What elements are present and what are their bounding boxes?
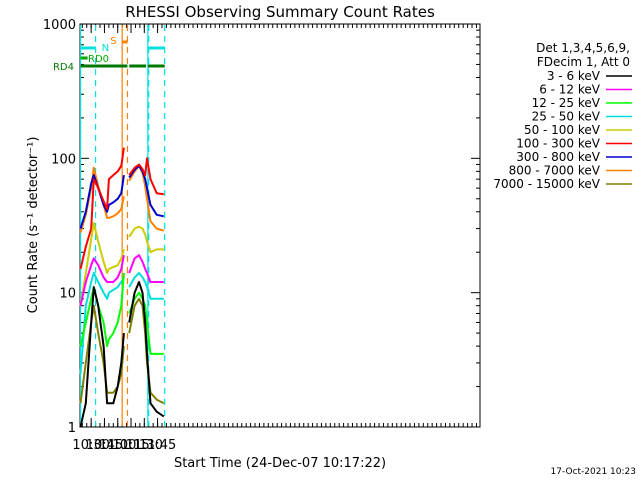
legend-label: 25 - 50 keV bbox=[532, 110, 601, 124]
legend: Det 1,3,4,5,6,9, FDecim 1, Att 0 3 - 6 k… bbox=[493, 41, 632, 191]
x-axis-label: Start Time (24-Dec-07 10:17:22) bbox=[174, 456, 386, 471]
y-tick-label: 1 bbox=[68, 421, 76, 436]
legend-label: 100 - 300 keV bbox=[516, 137, 600, 151]
series-line bbox=[128, 164, 165, 218]
series-line bbox=[79, 147, 125, 270]
y-axis-label: Count Rate (s⁻¹ detector⁻¹) bbox=[26, 137, 41, 314]
series-line bbox=[79, 272, 125, 374]
legend-label: 7000 - 15000 keV bbox=[493, 177, 600, 191]
x-tick-label: 11:15 bbox=[112, 438, 149, 453]
series-line bbox=[79, 255, 125, 306]
series-line bbox=[79, 222, 125, 306]
flag-label: RD4 bbox=[53, 62, 74, 73]
flag-label: N bbox=[102, 43, 109, 54]
series-line bbox=[128, 164, 165, 232]
flag-label: S bbox=[110, 36, 116, 47]
y-tick-label: 1000 bbox=[43, 18, 76, 33]
series-lines bbox=[79, 147, 165, 428]
x-tick-label: 11:45 bbox=[139, 438, 176, 453]
x-tick-label: 11:30 bbox=[126, 438, 163, 453]
legend-label: 3 - 6 keV bbox=[547, 69, 601, 83]
series-line bbox=[79, 272, 125, 348]
plot-frame bbox=[79, 23, 481, 428]
legend-label: 6 - 12 keV bbox=[539, 83, 601, 97]
flag-label: RD0 bbox=[88, 54, 109, 65]
series-line bbox=[128, 281, 165, 418]
footer-timestamp: 17-Oct-2021 10:23 bbox=[551, 467, 636, 477]
legend-header-line-2: FDecim 1, Att 0 bbox=[537, 55, 630, 69]
series-line bbox=[128, 157, 164, 196]
legend-label: 300 - 800 keV bbox=[516, 150, 600, 164]
legend-label: 800 - 7000 keV bbox=[509, 164, 601, 178]
x-tick-label: 10:45 bbox=[86, 438, 123, 453]
series-line bbox=[79, 174, 125, 229]
series-line bbox=[128, 254, 164, 283]
legend-label: 12 - 25 keV bbox=[532, 96, 601, 110]
y-tick-label: 10 bbox=[59, 287, 76, 302]
series-line bbox=[128, 291, 164, 355]
plot-area bbox=[79, 23, 481, 428]
legend-label: 50 - 100 keV bbox=[524, 123, 601, 137]
x-tick-label: 11:00 bbox=[99, 438, 136, 453]
y-axis: 1 10 100 1000 bbox=[43, 18, 480, 436]
y-tick-label: 100 bbox=[51, 152, 76, 167]
series-line bbox=[128, 225, 164, 254]
series-line bbox=[79, 286, 125, 428]
chart-title: RHESSI Observing Summary Count Rates bbox=[125, 3, 435, 21]
x-tick-label: 10:30 bbox=[72, 438, 109, 453]
legend-header-line-1: Det 1,3,4,5,6,9, bbox=[536, 41, 630, 55]
flag-bars: RD0 RD4 NS bbox=[53, 36, 165, 73]
series-line bbox=[128, 272, 164, 300]
